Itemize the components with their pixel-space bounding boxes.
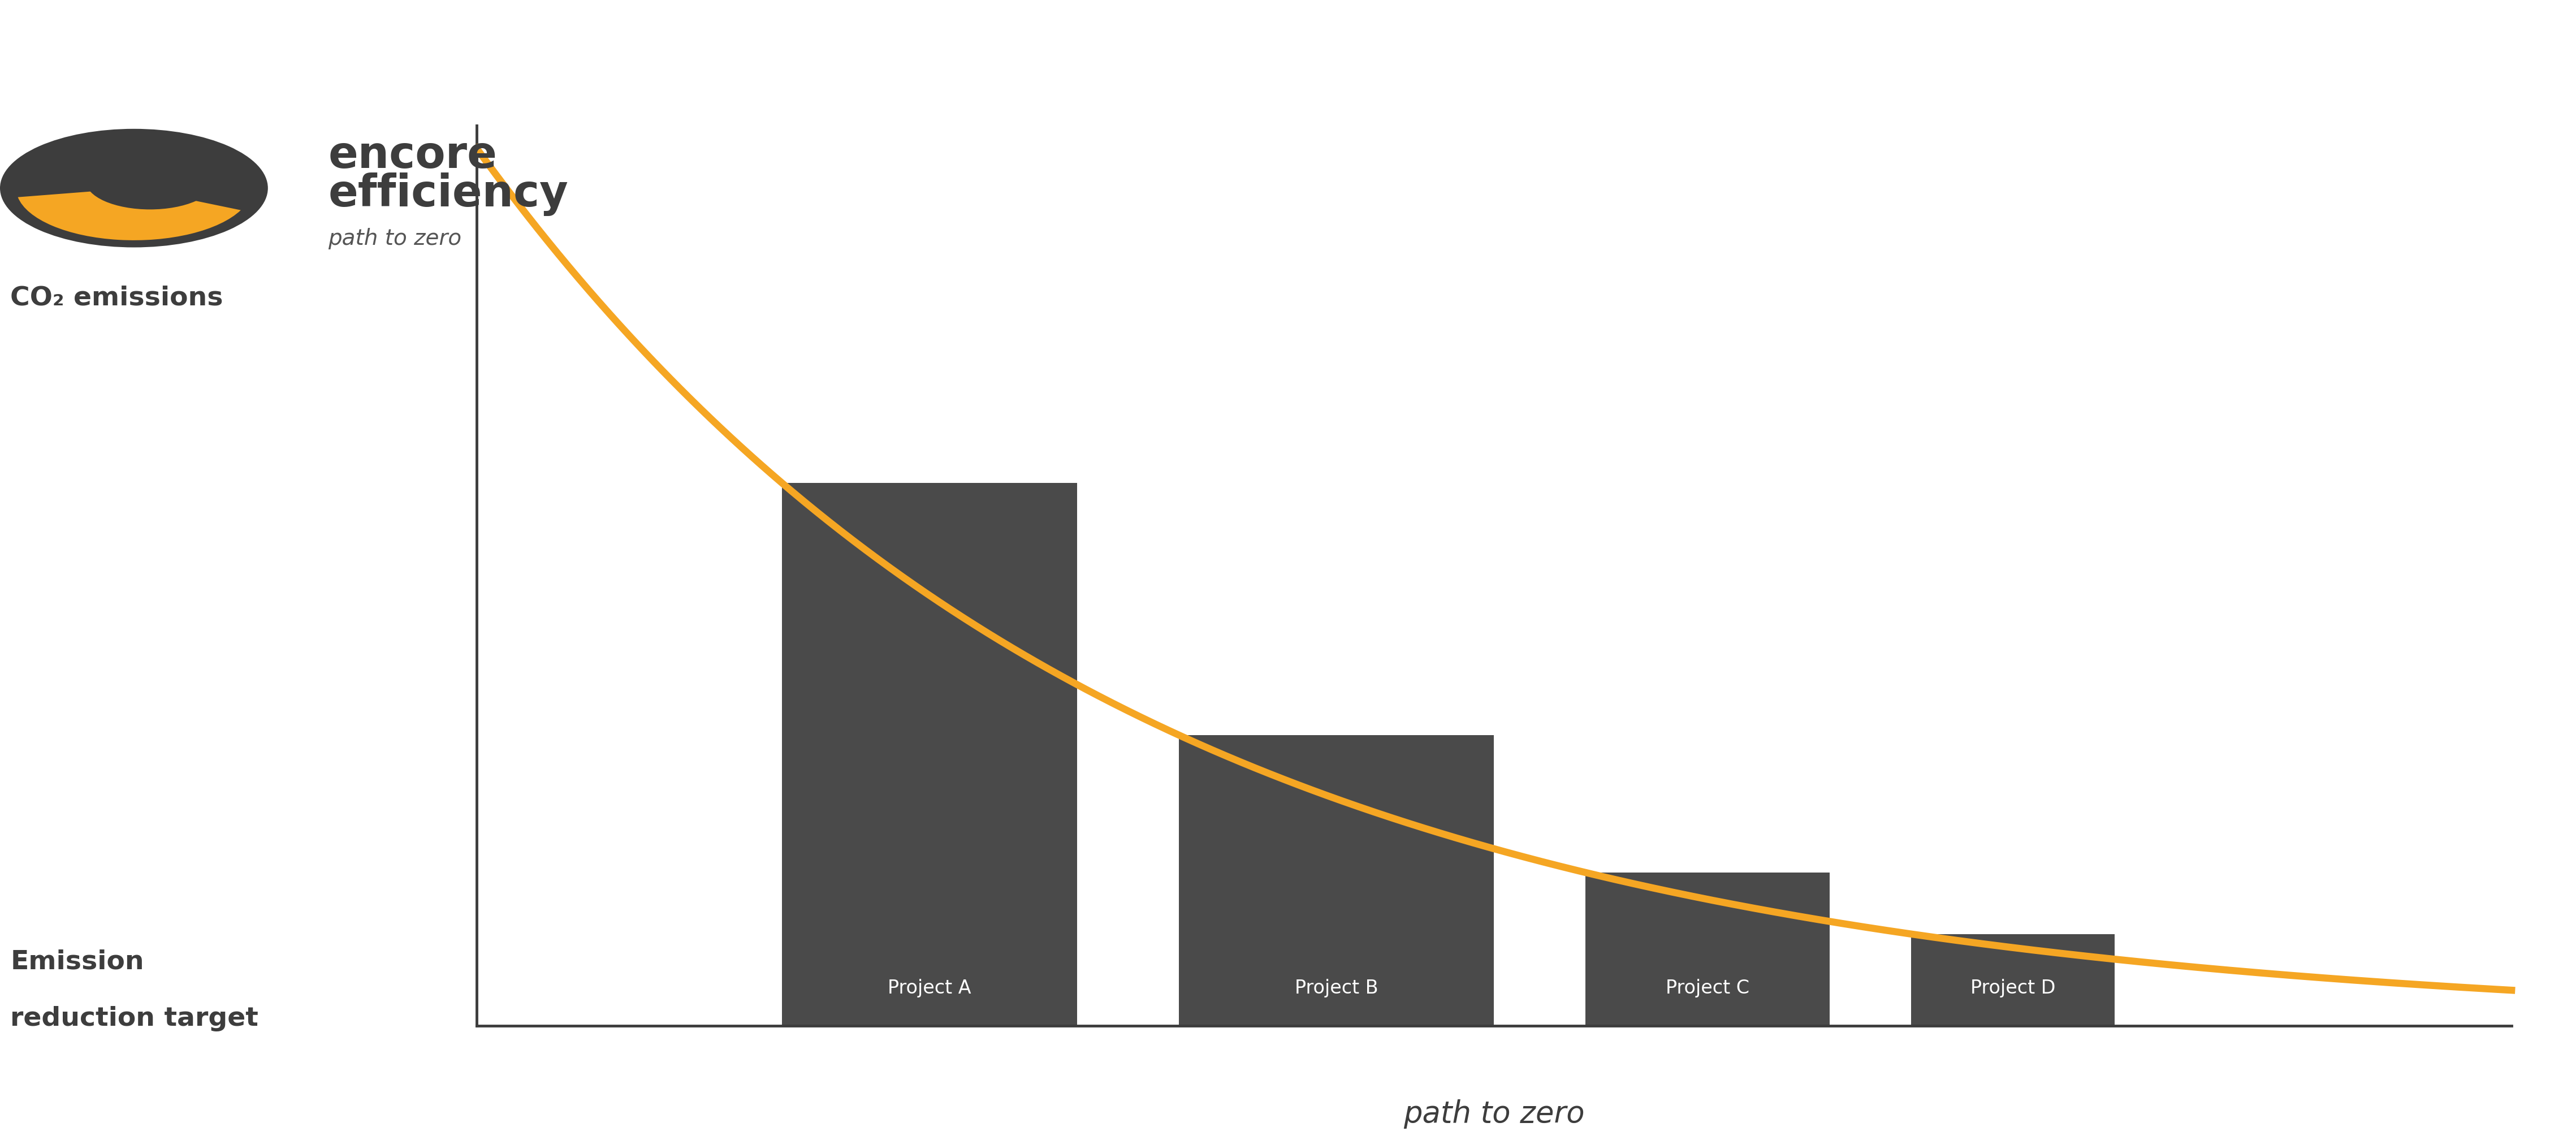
Bar	[1180, 735, 1494, 1026]
Text: reduction target: reduction target	[10, 1007, 258, 1032]
Text: Emission: Emission	[10, 950, 144, 975]
Text: Baseline: Baseline	[10, 194, 139, 219]
Text: Project D: Project D	[1971, 979, 2056, 998]
Text: CO₂ emissions: CO₂ emissions	[10, 285, 224, 310]
Text: Project C: Project C	[1667, 979, 1749, 998]
Circle shape	[0, 129, 268, 247]
Circle shape	[85, 153, 214, 210]
Text: efficiency: efficiency	[327, 172, 569, 215]
Bar	[1587, 872, 1829, 1026]
Text: Project B: Project B	[1296, 979, 1378, 998]
Text: path to zero: path to zero	[327, 228, 461, 250]
Text: encore: encore	[327, 135, 497, 177]
Text: path to zero: path to zero	[1404, 1099, 1584, 1129]
Wedge shape	[18, 188, 240, 241]
Text: Project A: Project A	[889, 979, 971, 998]
Bar	[1911, 934, 2115, 1026]
Bar	[781, 483, 1077, 1026]
